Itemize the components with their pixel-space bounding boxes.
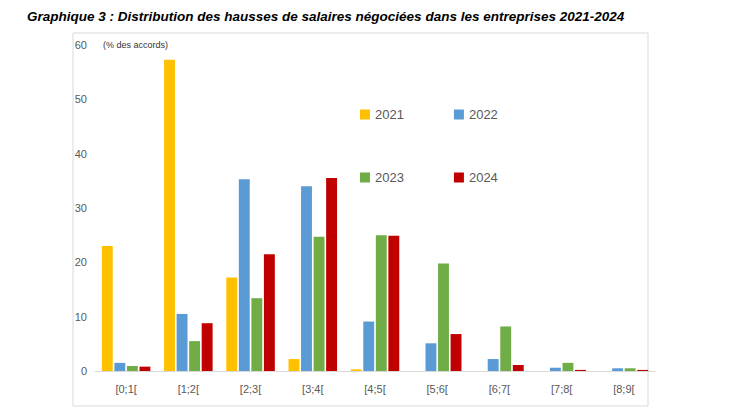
svg-text:[2;3[: [2;3[ bbox=[240, 383, 261, 395]
svg-text:[4;5[: [4;5[ bbox=[364, 383, 385, 395]
svg-text:[8;9[: [8;9[ bbox=[613, 383, 634, 395]
svg-text:40: 40 bbox=[75, 148, 87, 160]
svg-text:[6;7[: [6;7[ bbox=[489, 383, 510, 395]
svg-text:60: 60 bbox=[75, 39, 87, 51]
svg-text:10: 10 bbox=[75, 311, 87, 323]
svg-text:(% des accords): (% des accords) bbox=[103, 40, 168, 50]
svg-text:2022: 2022 bbox=[469, 107, 498, 122]
svg-text:2021: 2021 bbox=[375, 107, 404, 122]
svg-text:[5;6[: [5;6[ bbox=[427, 383, 448, 395]
svg-text:[7;8[: [7;8[ bbox=[551, 383, 572, 395]
svg-text:0: 0 bbox=[81, 365, 87, 377]
svg-text:30: 30 bbox=[75, 202, 87, 214]
svg-text:50: 50 bbox=[75, 93, 87, 105]
svg-text:Graphique 3 : Distribution des: Graphique 3 : Distribution des hausses d… bbox=[27, 9, 625, 24]
svg-text:2023: 2023 bbox=[375, 170, 404, 185]
svg-text:[1;2[: [1;2[ bbox=[178, 383, 199, 395]
svg-text:20: 20 bbox=[75, 256, 87, 268]
svg-text:2024: 2024 bbox=[469, 170, 498, 185]
svg-text:[0;1[: [0;1[ bbox=[115, 383, 136, 395]
svg-text:[3;4[: [3;4[ bbox=[302, 383, 323, 395]
